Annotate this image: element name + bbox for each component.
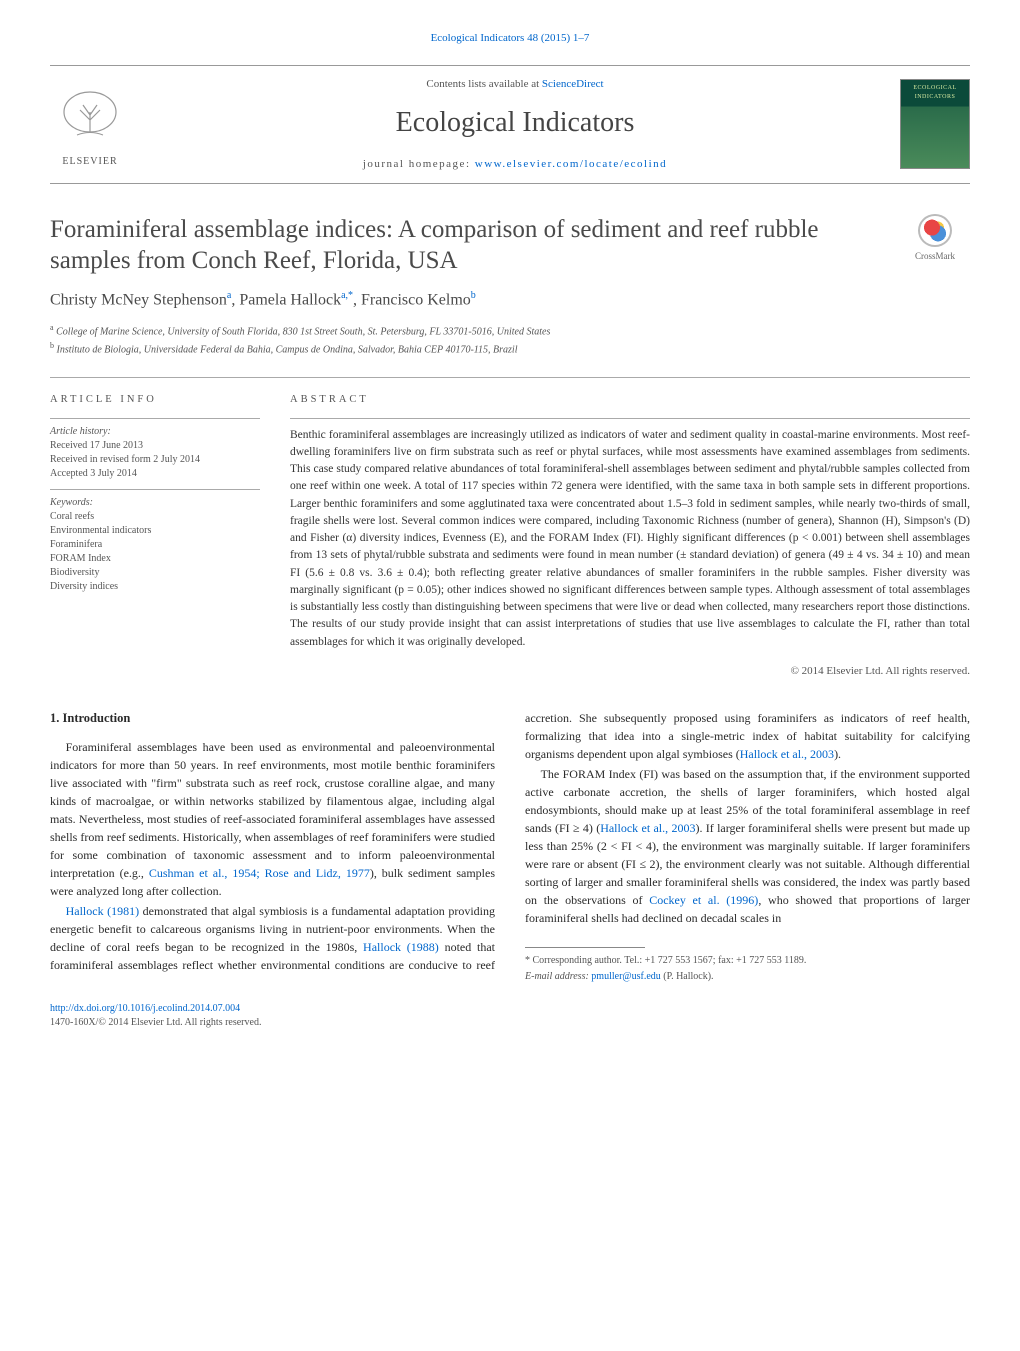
citation-hallock-1981[interactable]: Hallock (1981) <box>66 904 140 918</box>
corresponding-author-note: * Corresponding author. Tel.: +1 727 553… <box>525 954 970 968</box>
citation-hallock-2003b[interactable]: Hallock et al., 2003 <box>600 821 695 835</box>
author-2: , Pamela Hallock <box>231 291 341 308</box>
citation-cockey-1996[interactable]: Cockey et al. (1996) <box>649 893 758 907</box>
sciencedirect-link[interactable]: ScienceDirect <box>542 78 604 90</box>
journal-title: Ecological Indicators <box>130 102 900 144</box>
doi-link[interactable]: http://dx.doi.org/10.1016/j.ecolind.2014… <box>50 1003 240 1014</box>
affiliations: a College of Marine Science, University … <box>50 322 970 357</box>
email-suffix: (P. Hallock). <box>661 971 714 982</box>
accepted-date: Accepted 3 July 2014 <box>50 467 260 481</box>
keyword: Foraminifera <box>50 538 260 552</box>
keyword: Biodiversity <box>50 566 260 580</box>
elsevier-tree-icon <box>55 90 125 150</box>
keyword: FORAM Index <box>50 552 260 566</box>
journal-header: ELSEVIER Contents lists available at Sci… <box>50 65 970 184</box>
article-info-label: ARTICLE INFO <box>50 392 260 408</box>
citation-hallock-2003[interactable]: Hallock et al., 2003 <box>740 747 834 761</box>
author-3: , Francisco Kelmo <box>353 291 471 308</box>
section-heading-intro: 1. Introduction <box>50 709 495 728</box>
crossmark-icon <box>918 214 952 248</box>
elsevier-logo-text: ELSEVIER <box>62 154 117 169</box>
intro-p2c: ). <box>834 747 841 761</box>
citation-cushman-rose[interactable]: Cushman et al., 1954; Rose and Lidz, 197… <box>149 866 370 880</box>
issn-copyright: 1470-160X/© 2014 Elsevier Ltd. All right… <box>50 1016 970 1030</box>
crossmark-badge[interactable]: CrossMark <box>900 214 970 264</box>
journal-cover-label: ECOLOGICAL INDICATORS <box>901 80 969 102</box>
author-2-affil: a,* <box>341 290 353 301</box>
email-line: E-mail address: pmuller@usf.edu (P. Hall… <box>525 970 970 984</box>
revised-date: Received in revised form 2 July 2014 <box>50 453 260 467</box>
homepage-prefix: journal homepage: <box>363 158 475 170</box>
keyword: Environmental indicators <box>50 524 260 538</box>
article-history-head: Article history: <box>50 418 260 439</box>
author-3-affil: b <box>471 290 476 301</box>
abstract-column: ABSTRACT Benthic foraminiferal assemblag… <box>290 392 970 680</box>
body-text: 1. Introduction Foraminiferal assemblage… <box>50 709 970 984</box>
journal-reference: Ecological Indicators 48 (2015) 1–7 <box>50 30 970 47</box>
abstract-copyright: © 2014 Elsevier Ltd. All rights reserved… <box>290 663 970 680</box>
journal-homepage-line: journal homepage: www.elsevier.com/locat… <box>130 156 900 173</box>
article-info-sidebar: ARTICLE INFO Article history: Received 1… <box>50 392 260 680</box>
contents-available-line: Contents lists available at ScienceDirec… <box>130 76 900 93</box>
journal-homepage-link[interactable]: www.elsevier.com/locate/ecolind <box>475 158 667 170</box>
crossmark-label: CrossMark <box>915 250 955 264</box>
keyword: Diversity indices <box>50 580 260 594</box>
intro-p1a: Foraminiferal assemblages have been used… <box>50 740 495 880</box>
footer-meta: http://dx.doi.org/10.1016/j.ecolind.2014… <box>50 1002 970 1030</box>
footnote-separator <box>525 947 645 948</box>
citation-hallock-1988[interactable]: Hallock (1988) <box>363 940 439 954</box>
journal-cover-thumbnail: ECOLOGICAL INDICATORS <box>900 79 970 169</box>
received-date: Received 17 June 2013 <box>50 439 260 453</box>
keywords-head: Keywords: <box>50 489 260 510</box>
email-label: E-mail address: <box>525 971 591 982</box>
abstract-label: ABSTRACT <box>290 392 970 408</box>
affiliation-b: Instituto de Biologia, Universidade Fede… <box>57 344 518 355</box>
contents-prefix: Contents lists available at <box>426 78 541 90</box>
abstract-text: Benthic foraminiferal assemblages are in… <box>290 418 970 651</box>
author-1: Christy McNey Stephenson <box>50 291 227 308</box>
authors-line: Christy McNey Stephensona, Pamela Halloc… <box>50 288 970 312</box>
elsevier-logo: ELSEVIER <box>50 79 130 169</box>
corresponding-email-link[interactable]: pmuller@usf.edu <box>591 971 660 982</box>
affiliation-a: College of Marine Science, University of… <box>56 327 550 338</box>
keyword: Coral reefs <box>50 510 260 524</box>
paper-title: Foraminiferal assemblage indices: A comp… <box>50 214 880 277</box>
